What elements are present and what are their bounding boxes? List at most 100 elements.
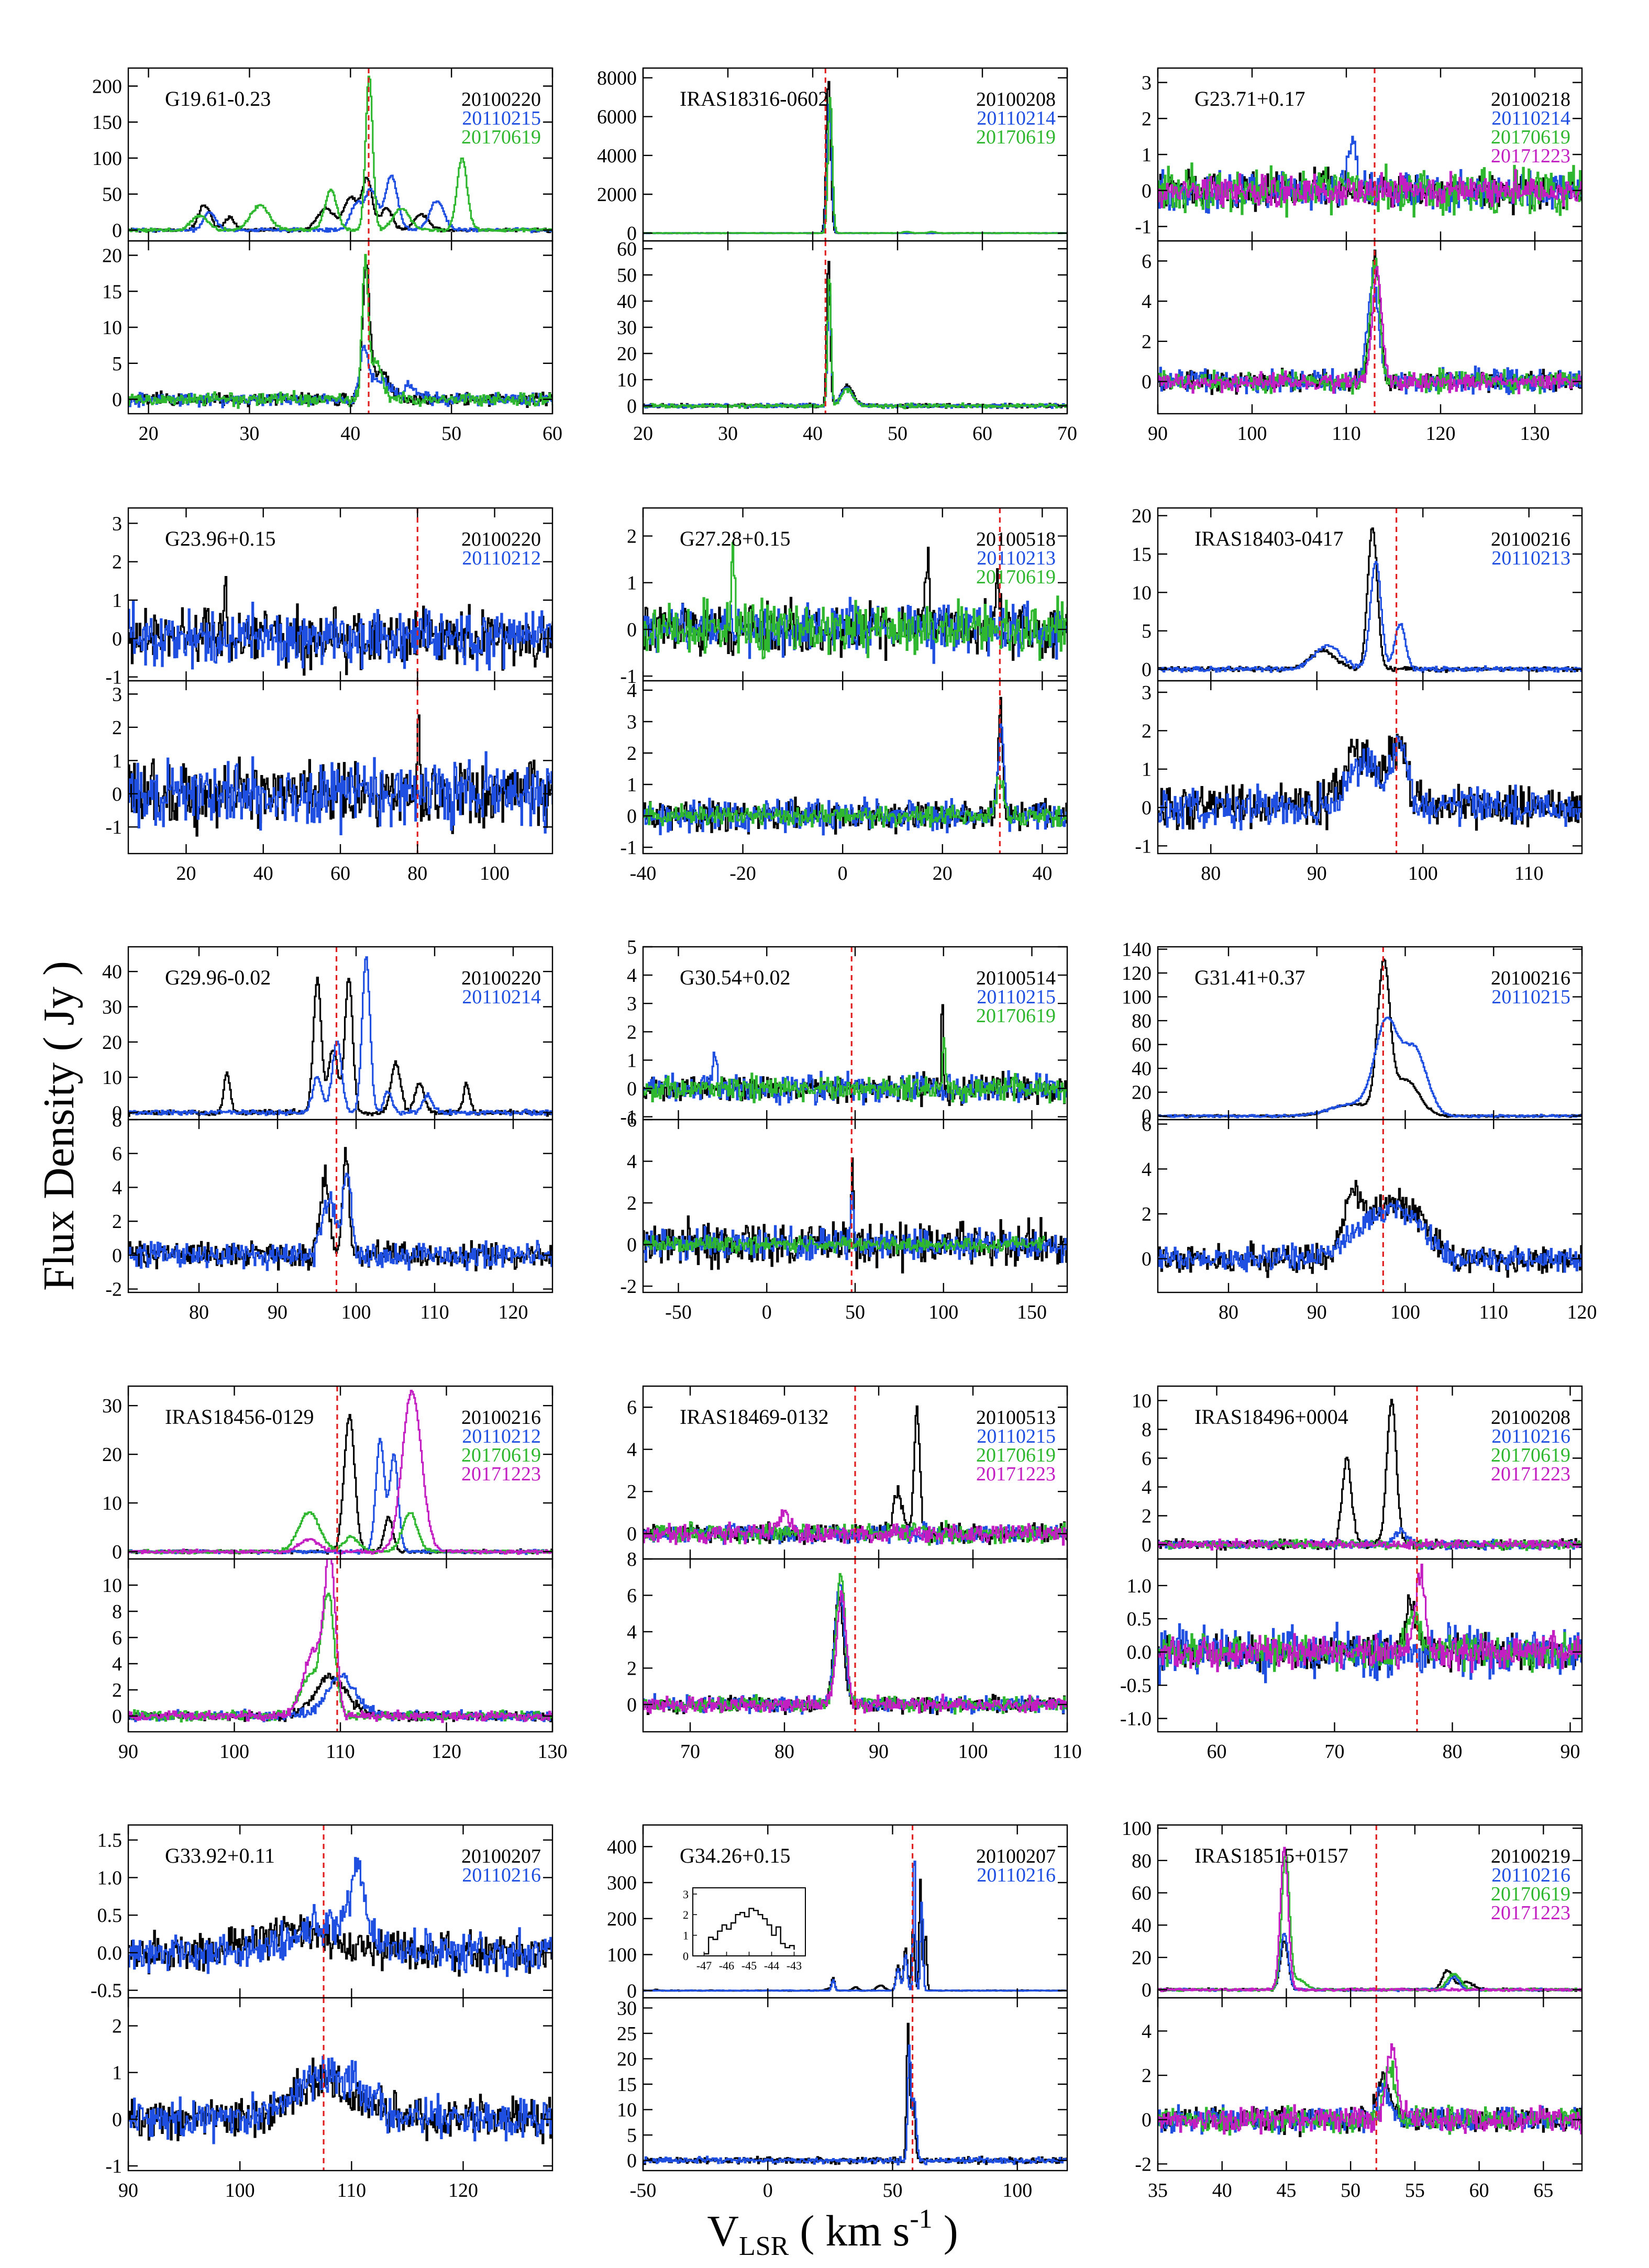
- epoch-label: 20171223: [1491, 1463, 1570, 1485]
- inset-x-tick-label: -47: [696, 1959, 712, 1972]
- top-subplot-lines: [128, 956, 552, 1117]
- x-axis-label-unit: ( km s: [789, 2207, 910, 2255]
- y-tick-label: 0.0: [1127, 1642, 1152, 1664]
- y-tick-label: 3: [627, 993, 637, 1015]
- y-tick-label: 100: [1122, 987, 1152, 1009]
- epoch-label: 20100216: [461, 1407, 541, 1429]
- y-tick-label: 0: [112, 628, 122, 650]
- x-tick-label: 70: [1057, 423, 1077, 445]
- y-tick-label: 1: [112, 750, 122, 772]
- y-tick-label: 1: [627, 774, 637, 796]
- y-tick-label: -1.0: [1120, 1708, 1152, 1730]
- bottom-subplot-frame: [642, 680, 1068, 855]
- y-tick-label: 2: [112, 1211, 122, 1233]
- x-tick-label: 100: [219, 1741, 249, 1763]
- y-tick-label: 10: [617, 2099, 637, 2121]
- y-tick-label: 5: [627, 2125, 637, 2147]
- y-tick-label: 0: [112, 1245, 122, 1267]
- spectrum-line-blue: [128, 2055, 552, 2144]
- bottom-subplot-lines: [643, 2022, 1067, 2166]
- bottom-subplot-lines: [128, 1147, 552, 1271]
- epoch-label: 20100220: [461, 88, 541, 110]
- y-tick-label: 60: [1132, 1034, 1152, 1056]
- epoch-label: 20110216: [1491, 1864, 1570, 1886]
- y-tick-label: 0: [1142, 797, 1152, 819]
- y-tick-label: 2000: [597, 184, 637, 206]
- x-tick-label: 100: [341, 1301, 371, 1323]
- x-tick-label: 50: [845, 1301, 865, 1323]
- y-tick-label: 2: [627, 743, 637, 765]
- x-tick-label: 50: [888, 423, 907, 445]
- x-tick-label: 50: [1341, 2180, 1360, 2201]
- spectrum-panel: 0 50 100 150 200 0 5 10 15 20 20 30 40 50 60 G19.61-0.2…: [92, 67, 562, 445]
- x-tick-label: 90: [1148, 423, 1168, 445]
- epoch-label: 20110213: [1491, 547, 1570, 569]
- y-tick-label: 80: [1132, 1850, 1152, 1872]
- y-tick-label: -0.5: [1120, 1675, 1152, 1697]
- y-tick-label: 8: [1142, 1419, 1152, 1441]
- y-tick-label: 20: [102, 1444, 122, 1466]
- y-tick-label: -1: [620, 666, 637, 688]
- epoch-label: 20100513: [976, 1407, 1056, 1429]
- y-tick-label: 20: [1132, 1082, 1152, 1104]
- y-tick-label: 4: [112, 1653, 122, 1675]
- y-tick-label: 15: [617, 2074, 637, 2096]
- y-tick-label: 2: [112, 717, 122, 739]
- x-tick-label: 110: [1053, 1741, 1082, 1763]
- y-tick-label: -2: [1135, 2153, 1152, 2175]
- source-name: G33.92+0.11: [165, 1844, 275, 1867]
- bottom-subplot-lines: [1158, 1564, 1582, 1686]
- y-tick-label: 10: [617, 369, 637, 391]
- x-tick-label: 100: [1237, 423, 1267, 445]
- epoch-label: 20171223: [461, 1463, 541, 1485]
- x-tick-label: 80: [1443, 1741, 1463, 1763]
- spectrum-line-magenta: [1158, 1564, 1582, 1673]
- bottom-subplot-lines: [1158, 249, 1582, 395]
- source-name: G27.28+0.15: [680, 527, 790, 550]
- y-tick-label: 4: [1142, 2020, 1152, 2042]
- epoch-label: 20100207: [976, 1845, 1056, 1867]
- y-tick-label: 0: [627, 223, 637, 245]
- x-tick-label: 90: [268, 1301, 287, 1323]
- x-tick-label: 20: [633, 423, 653, 445]
- y-tick-label: 1: [112, 2062, 122, 2084]
- top-subplot-lines: [643, 542, 1067, 664]
- y-tick-label: 200: [92, 75, 122, 97]
- y-tick-label: 0: [1142, 180, 1152, 202]
- y-tick-label: 4: [1142, 1477, 1152, 1499]
- spectrum-line-blue: [128, 956, 552, 1116]
- bottom-subplot-frame: [1157, 1558, 1583, 1733]
- y-tick-label: 10: [102, 1575, 122, 1597]
- y-tick-label: 6: [1142, 1448, 1152, 1470]
- y-tick-label: 300: [607, 1872, 637, 1894]
- y-tick-label: 0: [627, 1234, 637, 1256]
- y-tick-label: 6: [1142, 250, 1152, 272]
- y-tick-label: 4000: [597, 145, 637, 167]
- bottom-subplot-frame: [1157, 1997, 1583, 2172]
- bottom-subplot-lines: [1158, 2043, 1582, 2138]
- bottom-subplot-lines: [128, 1559, 552, 1723]
- y-tick-label: 0: [112, 1102, 122, 1124]
- spectrum-line-blue: [128, 751, 552, 835]
- epoch-label: 20171223: [1491, 145, 1570, 167]
- y-tick-label: 0: [1142, 659, 1152, 681]
- inset-plot: -47 -46 -45 -44 -43 0 1 2 3: [683, 1887, 806, 1972]
- y-tick-label: 2: [1142, 1506, 1152, 1528]
- y-tick-label: -1: [620, 837, 637, 859]
- source-name: G23.71+0.17: [1194, 87, 1305, 110]
- spectrum-line-magenta: [1158, 169, 1582, 208]
- y-tick-label: 0: [1142, 1105, 1152, 1127]
- source-name: G29.96-0.02: [165, 966, 271, 989]
- x-tick-label: 65: [1533, 2180, 1553, 2201]
- x-tick-label: 30: [239, 423, 259, 445]
- y-tick-label: 60: [1132, 1883, 1152, 1905]
- bottom-subplot-lines: [1158, 734, 1582, 831]
- epoch-label: 20100219: [1491, 1845, 1570, 1867]
- y-tick-label: 0: [1142, 1979, 1152, 2001]
- y-tick-label: 8: [627, 1548, 637, 1570]
- y-tick-label: 0: [627, 1523, 637, 1545]
- bottom-subplot-lines: [643, 261, 1067, 410]
- spectrum-panel: 0 2 4 6 0 2 4 6 8 70 80 90 100 110 IRAS18469-0132 20100…: [627, 1385, 1082, 1763]
